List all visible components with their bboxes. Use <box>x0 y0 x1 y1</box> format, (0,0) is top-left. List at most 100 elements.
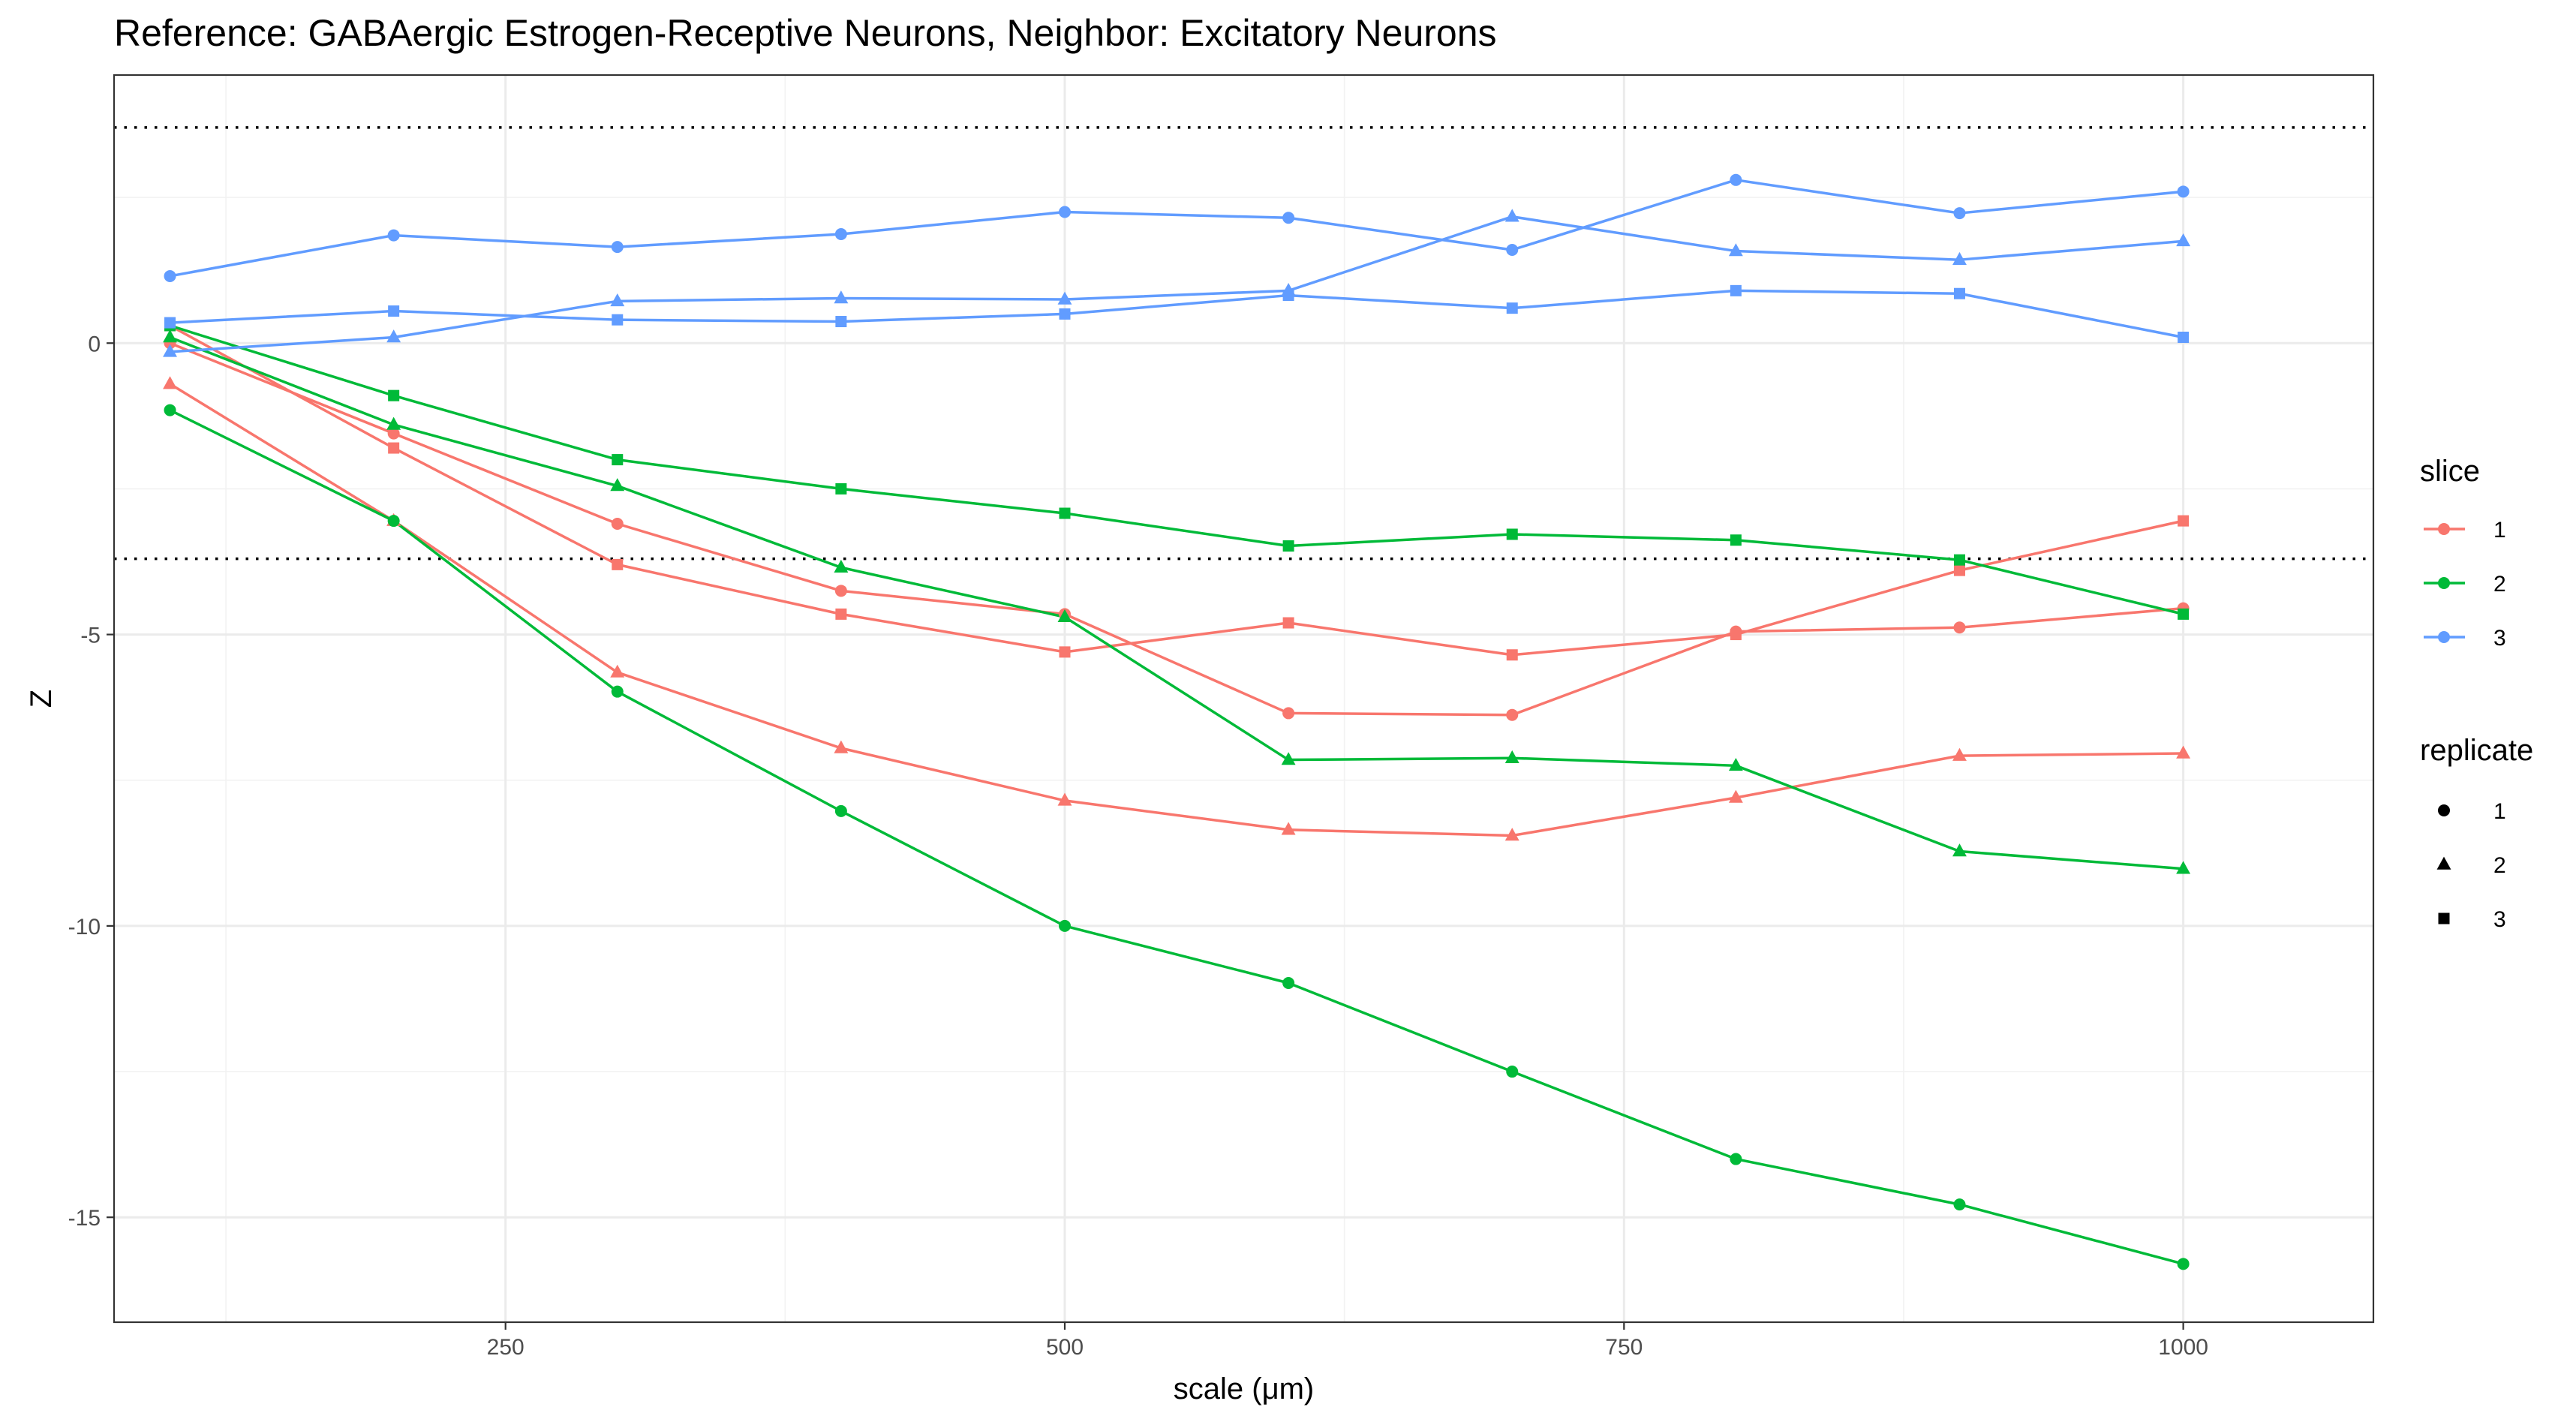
legend-slice-title: slice <box>2420 455 2480 488</box>
data-point-slice-1-rep-3 <box>2178 515 2190 527</box>
data-point-slice-3-rep-1 <box>1282 212 1295 224</box>
x-axis: 250 500 750 1000 <box>487 1322 2208 1360</box>
data-point-slice-2-rep-3 <box>612 454 624 466</box>
legend-slice-key-point <box>2438 523 2450 535</box>
data-point-slice-1-rep-1 <box>1282 707 1295 720</box>
data-point-slice-3-rep-1 <box>2177 185 2190 198</box>
data-point-slice-3-rep-1 <box>1730 173 1742 186</box>
grid-minor <box>114 75 2373 1322</box>
data-point-slice-2-rep-3 <box>1282 540 1294 552</box>
series-line-slice-3-rep-3 <box>170 289 2184 339</box>
data-point-slice-2-rep-2 <box>1728 757 1743 771</box>
data-point-slice-1-rep-3 <box>1730 629 1742 641</box>
series-line-slice-1-rep-2 <box>169 383 2184 837</box>
data-point-slice-2-rep-2 <box>1057 609 1072 623</box>
data-point-slice-2-rep-3 <box>388 389 400 401</box>
legend-slice-label: 3 <box>2493 626 2506 651</box>
legend-slice: slice 1 2 3 <box>2420 455 2506 651</box>
series-line-slice-2-rep-2 <box>169 335 2184 870</box>
data-point-slice-2-rep-3 <box>2178 608 2190 620</box>
data-point-slice-3-rep-2 <box>834 290 849 304</box>
panel-border <box>113 74 2375 1324</box>
legend-replicate-label: 2 <box>2493 853 2506 878</box>
data-point-slice-1-rep-2 <box>1952 747 1967 761</box>
legend-replicate: replicate 1 2 3 <box>2420 734 2533 932</box>
data-point-slice-2-rep-2 <box>386 416 401 430</box>
data-point-slice-3-rep-3 <box>1730 284 1742 296</box>
data-point-slice-1-rep-1 <box>1506 708 1519 721</box>
legend-replicate-key <box>2438 804 2450 816</box>
data-point-slice-3-rep-3 <box>1953 287 1965 299</box>
data-point-slice-2-rep-2 <box>1952 843 1967 857</box>
series-line-slice-1-rep-1 <box>169 341 2184 717</box>
reference-lines <box>114 126 2373 561</box>
series-line-slice-2-rep-1 <box>169 408 2184 1266</box>
legend-slice-label: 2 <box>2493 572 2506 597</box>
data-point-slice-2-rep-1 <box>834 804 847 817</box>
legend-replicate-key <box>2438 912 2450 924</box>
data-point-slice-2-rep-3 <box>1730 534 1742 546</box>
data-point-slice-1-rep-3 <box>612 558 624 570</box>
series-line-slice-2-rep-3 <box>170 324 2184 616</box>
data-point-slice-3-rep-1 <box>1953 207 1966 220</box>
data-point-slice-2-rep-2 <box>163 329 177 343</box>
data-point-slice-1-rep-2 <box>163 376 177 389</box>
data-point-slice-2-rep-3 <box>1059 507 1071 519</box>
y-tick-label: -15 <box>68 1206 101 1231</box>
data-point-slice-3-rep-1 <box>387 229 400 242</box>
legend-replicate-label: 3 <box>2493 907 2506 932</box>
data-point-slice-3-rep-2 <box>1952 251 1967 265</box>
data-point-slice-2-rep-1 <box>1506 1066 1519 1078</box>
legend: slice 1 2 3 replicate 1 2 3 <box>2420 455 2533 932</box>
data-point-slice-2-rep-3 <box>835 483 847 495</box>
data-point-slice-2-rep-1 <box>1059 919 1072 932</box>
data-point-slice-3-rep-1 <box>164 269 176 282</box>
y-tick-label: 0 <box>88 332 101 356</box>
x-tick-label: 250 <box>487 1335 525 1360</box>
data-point-slice-3-rep-2 <box>1728 243 1743 257</box>
data-point-slice-3-rep-2 <box>163 344 177 357</box>
data-point-slice-2-rep-1 <box>1282 976 1295 989</box>
data-point-slice-1-rep-2 <box>610 664 625 678</box>
data-point-slice-3-rep-2 <box>1504 209 1519 222</box>
data-point-slice-1-rep-2 <box>834 740 849 753</box>
data-point-slice-3-rep-3 <box>835 316 847 328</box>
data-point-slice-1-rep-2 <box>1057 792 1072 806</box>
data-point-slice-2-rep-2 <box>2176 861 2191 874</box>
data-point-slice-1-rep-2 <box>2176 745 2191 759</box>
data-point-slice-1-rep-3 <box>835 608 847 620</box>
data-point-slice-3-rep-2 <box>386 329 401 343</box>
data-point-slice-1-rep-1 <box>834 585 847 597</box>
data-point-slice-3-rep-3 <box>1506 302 1518 314</box>
x-axis-title: scale (μm) <box>1174 1372 1315 1405</box>
data-point-slice-1-rep-3 <box>388 442 400 454</box>
data-point-slice-2-rep-2 <box>1504 750 1519 763</box>
series-line-slice-3-rep-1 <box>170 179 2184 278</box>
data-point-slice-3-rep-2 <box>1057 291 1072 305</box>
series-points <box>163 173 2191 1270</box>
data-point-slice-1-rep-2 <box>1504 828 1519 841</box>
data-point-slice-2-rep-3 <box>1506 528 1518 540</box>
data-point-slice-3-rep-1 <box>834 228 847 241</box>
data-point-slice-2-rep-1 <box>1953 1198 1966 1211</box>
data-point-slice-2-rep-2 <box>1281 752 1296 765</box>
data-point-slice-3-rep-3 <box>1059 308 1071 320</box>
data-point-slice-3-rep-2 <box>2176 233 2191 247</box>
data-point-slice-1-rep-2 <box>1728 789 1743 803</box>
data-point-slice-2-rep-1 <box>2177 1258 2190 1270</box>
data-point-slice-2-rep-2 <box>834 559 849 573</box>
series-line-slice-1-rep-3 <box>169 324 2184 657</box>
legend-replicate-title: replicate <box>2420 734 2533 767</box>
y-tick-label: -5 <box>80 624 101 648</box>
data-point-slice-1-rep-1 <box>611 518 624 531</box>
legend-slice-label: 1 <box>2493 518 2506 543</box>
data-point-slice-3-rep-3 <box>1282 290 1294 302</box>
data-point-slice-3-rep-1 <box>1059 206 1072 218</box>
legend-replicate-label: 1 <box>2493 799 2506 824</box>
data-point-slice-3-rep-3 <box>612 314 624 326</box>
data-point-slice-3-rep-2 <box>610 293 625 307</box>
legend-replicate-key <box>2436 856 2451 870</box>
y-axis-title: Z <box>25 690 58 708</box>
x-tick-label: 750 <box>1605 1335 1643 1360</box>
data-point-slice-2-rep-3 <box>1953 554 1965 566</box>
